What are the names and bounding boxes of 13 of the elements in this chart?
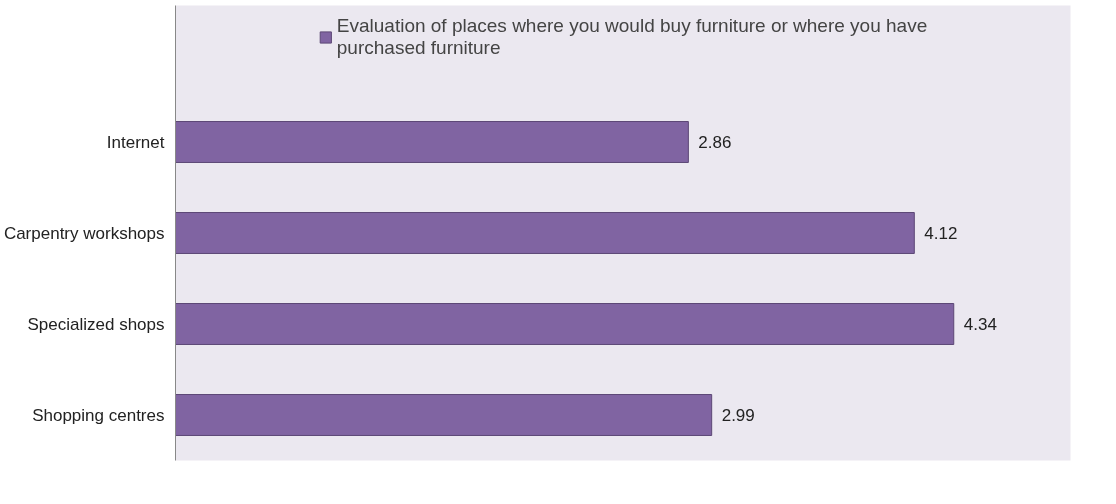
y-tick-label: Carpentry workshops	[3, 223, 165, 243]
y-tick-label: Specialized shops	[27, 314, 165, 334]
data-label: 2.86	[698, 133, 732, 152]
data-label: 4.34	[963, 315, 997, 334]
data-label: 2.99	[721, 406, 755, 425]
legend-label: Evaluation of places where you would buy furniture or where you have purchased furniture	[336, 15, 928, 59]
bar	[175, 121, 689, 163]
bar	[175, 212, 915, 254]
bar	[175, 303, 955, 345]
y-tick-label: Internet	[106, 132, 165, 152]
data-label: 4.12	[924, 224, 958, 243]
bar	[175, 394, 713, 436]
y-tick-label: Shopping centres	[32, 405, 165, 425]
